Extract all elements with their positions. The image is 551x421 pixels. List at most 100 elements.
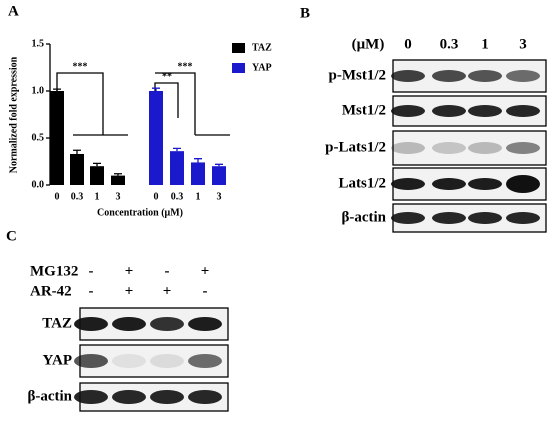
band	[468, 142, 502, 154]
row-label: YAP	[43, 352, 72, 368]
treatment-sign: -	[203, 283, 208, 299]
band	[391, 105, 425, 117]
band	[150, 390, 184, 404]
bracket	[56, 72, 128, 136]
band	[468, 212, 502, 224]
treatment-sign: +	[201, 263, 210, 279]
row-label: β-actin	[27, 388, 72, 404]
treatment-sign: -	[89, 283, 94, 299]
band	[391, 178, 425, 190]
error-bar	[53, 88, 61, 91]
lane-label: 1	[481, 36, 489, 52]
annotation: **	[162, 71, 172, 82]
row-label: p-Mst1/2	[329, 67, 387, 83]
treatment-sign: -	[89, 263, 94, 279]
treatment-label: AR-42	[30, 283, 72, 299]
bar	[191, 162, 205, 185]
error-bar	[73, 149, 81, 154]
row-label: Mst1/2	[342, 102, 386, 118]
band	[391, 212, 425, 224]
band	[468, 70, 502, 82]
unit-label: (μM)	[352, 36, 385, 52]
treatment-label: MG132	[30, 263, 78, 279]
legend-swatch	[232, 63, 245, 73]
x-tick-label: 0.3	[71, 191, 84, 202]
treatment-sign: +	[125, 283, 134, 299]
band	[468, 105, 502, 117]
row-label: TAZ	[42, 315, 72, 331]
lane-label: 0	[404, 36, 412, 52]
bar	[111, 175, 125, 185]
error-bar	[114, 173, 122, 176]
band	[112, 390, 146, 404]
band	[150, 317, 184, 331]
band	[432, 178, 466, 190]
row-label: β-actin	[341, 209, 386, 225]
row-label: Lats1/2	[338, 175, 386, 191]
x-tick-label: 3	[217, 191, 222, 202]
error-bar	[93, 162, 101, 167]
x-tick-label: 3	[116, 191, 121, 202]
lane-label: 0.3	[440, 36, 459, 52]
error-bar	[215, 163, 223, 167]
x-tick-label: 0.3	[171, 191, 184, 202]
band	[188, 354, 222, 368]
band	[112, 317, 146, 331]
y-tick-label: 1.0	[32, 85, 45, 96]
band	[506, 105, 540, 117]
treatment-sign: +	[163, 283, 172, 299]
band	[74, 317, 108, 331]
y-axis-label: Normalized fold expression	[8, 56, 19, 173]
band	[74, 354, 108, 368]
bracket	[155, 72, 230, 136]
blot-frame	[392, 130, 547, 166]
annotation: ***	[178, 61, 193, 72]
legend-label: YAP	[252, 62, 272, 73]
error-bar	[173, 147, 181, 152]
y-tick-label: 1.5	[32, 38, 45, 49]
band	[506, 142, 540, 154]
bar	[170, 151, 184, 185]
band	[432, 212, 466, 224]
error-bar	[152, 87, 160, 91]
panel-label: A	[8, 3, 19, 19]
x-tick-label: 1	[196, 191, 201, 202]
bar	[50, 91, 64, 185]
bar	[212, 166, 226, 185]
bar	[90, 166, 104, 185]
lane-label: 3	[519, 36, 527, 52]
band	[506, 212, 540, 224]
band	[432, 70, 466, 82]
bar	[70, 153, 84, 185]
band	[391, 70, 425, 82]
band	[506, 70, 540, 82]
x-tick-label: 0	[55, 191, 60, 202]
bar	[149, 91, 163, 185]
panel-label: C	[6, 228, 17, 244]
legend-label: TAZ	[252, 42, 272, 53]
band	[391, 142, 425, 154]
y-tick-label: 0.0	[32, 179, 45, 190]
error-bar	[194, 158, 202, 163]
band	[74, 390, 108, 404]
x-axis-label: Concentration (μM)	[97, 207, 183, 218]
treatment-sign: -	[165, 263, 170, 279]
row-label: p-Lats1/2	[325, 139, 386, 155]
band	[506, 175, 540, 193]
band	[432, 142, 466, 154]
panel-label: B	[300, 5, 310, 21]
band	[432, 105, 466, 117]
bracket	[154, 82, 179, 118]
band	[468, 178, 502, 190]
band	[188, 317, 222, 331]
x-tick-label: 0	[154, 191, 159, 202]
band	[150, 354, 184, 368]
legend-swatch	[232, 43, 245, 53]
treatment-sign: +	[125, 263, 134, 279]
x-tick-label: 1	[95, 191, 100, 202]
y-tick-label: 0.5	[32, 132, 45, 143]
annotation: ***	[73, 61, 88, 72]
band	[188, 390, 222, 404]
band	[112, 354, 146, 368]
